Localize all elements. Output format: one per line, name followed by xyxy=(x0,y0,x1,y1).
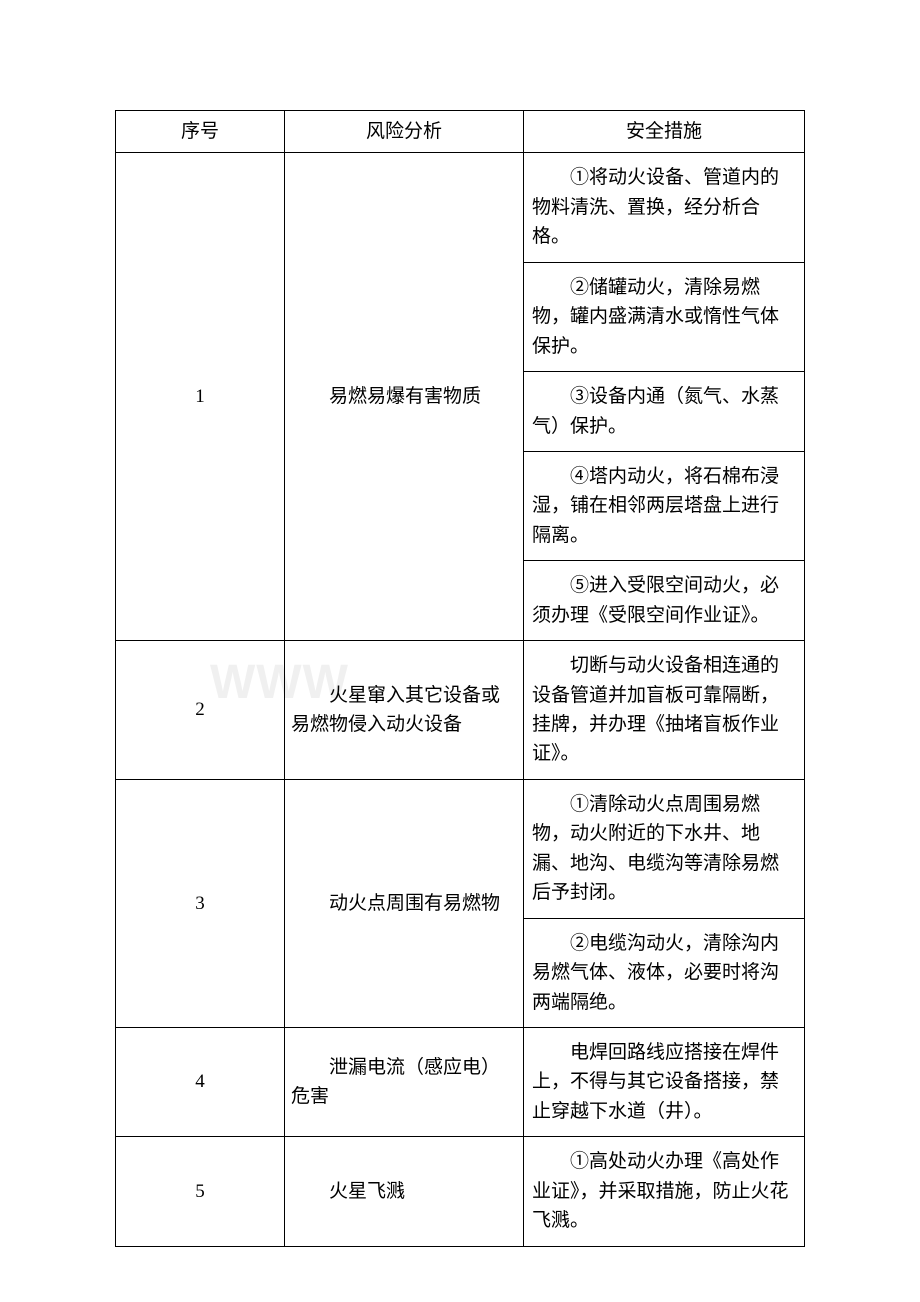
risk-text: 泄漏电流（感应电）危害 xyxy=(291,1053,517,1112)
table-row: 3 动火点周围有易燃物 ①清除动火点周围易燃物，动火附近的下水井、地漏、地沟、电… xyxy=(116,779,805,918)
risk-text: 易燃易爆有害物质 xyxy=(291,382,517,411)
measure-text: ④塔内动火，将石棉布浸湿，铺在相邻两层塔盘上进行隔离。 xyxy=(530,458,798,554)
page-container: WWW 序号 风险分析 安全措施 1 易燃易爆有害物质 ①将动火设备、管道内的物… xyxy=(0,0,920,1287)
risk-cell: 火星窜入其它设备或易燃物侵入动火设备 xyxy=(285,641,524,780)
measure-cell: ①高处动火办理《高处作业证》，并采取措施，防止火花飞溅。 xyxy=(524,1137,805,1246)
measure-text: ⑤进入受限空间动火，必须办理《受限空间作业证》。 xyxy=(530,567,798,634)
measure-text: ②储罐动火，清除易燃物，罐内盛满清水或惰性气体保护。 xyxy=(530,269,798,365)
table-header-row: 序号 风险分析 安全措施 xyxy=(116,111,805,153)
table-row: 2 火星窜入其它设备或易燃物侵入动火设备 切断与动火设备相连通的设备管道并加盲板… xyxy=(116,641,805,780)
risk-table: 序号 风险分析 安全措施 1 易燃易爆有害物质 ①将动火设备、管道内的物料清洗、… xyxy=(115,110,805,1247)
seq-cell: 5 xyxy=(116,1137,285,1246)
seq-cell: 1 xyxy=(116,153,285,641)
risk-cell: 火星飞溅 xyxy=(285,1137,524,1246)
risk-cell: 易燃易爆有害物质 xyxy=(285,153,524,641)
risk-text: 火星飞溅 xyxy=(291,1177,517,1206)
measure-text: ①清除动火点周围易燃物，动火附近的下水井、地漏、地沟、电缆沟等清除易燃后予封闭。 xyxy=(530,786,798,912)
measure-cell: ①清除动火点周围易燃物，动火附近的下水井、地漏、地沟、电缆沟等清除易燃后予封闭。 xyxy=(524,779,805,918)
measure-cell: 切断与动火设备相连通的设备管道并加盲板可靠隔断，挂牌，并办理《抽堵盲板作业证》。 xyxy=(524,641,805,780)
table-row: 1 易燃易爆有害物质 ①将动火设备、管道内的物料清洗、置换，经分析合格。 xyxy=(116,153,805,262)
measure-text: ②电缆沟动火，清除沟内易燃气体、液体，必要时将沟两端隔绝。 xyxy=(530,925,798,1021)
seq-cell: 2 xyxy=(116,641,285,780)
measure-text: ①将动火设备、管道内的物料清洗、置换，经分析合格。 xyxy=(530,159,798,255)
seq-cell: 3 xyxy=(116,779,285,1027)
measure-cell: ③设备内通（氮气、水蒸气）保护。 xyxy=(524,372,805,452)
measure-cell: ②储罐动火，清除易燃物，罐内盛满清水或惰性气体保护。 xyxy=(524,262,805,371)
measure-text: ①高处动火办理《高处作业证》，并采取措施，防止火花飞溅。 xyxy=(530,1143,798,1239)
measure-cell: ②电缆沟动火，清除沟内易燃气体、液体，必要时将沟两端隔绝。 xyxy=(524,918,805,1027)
risk-text: 火星窜入其它设备或易燃物侵入动火设备 xyxy=(291,681,517,740)
measure-cell: ①将动火设备、管道内的物料清洗、置换，经分析合格。 xyxy=(524,153,805,262)
risk-text: 动火点周围有易燃物 xyxy=(291,889,517,918)
header-measure: 安全措施 xyxy=(524,111,805,153)
seq-cell: 4 xyxy=(116,1027,285,1136)
risk-cell: 动火点周围有易燃物 xyxy=(285,779,524,1027)
measure-text: 切断与动火设备相连通的设备管道并加盲板可靠隔断，挂牌，并办理《抽堵盲板作业证》。 xyxy=(530,647,798,773)
header-risk: 风险分析 xyxy=(285,111,524,153)
measure-text: ③设备内通（氮气、水蒸气）保护。 xyxy=(530,378,798,445)
measure-cell: ④塔内动火，将石棉布浸湿，铺在相邻两层塔盘上进行隔离。 xyxy=(524,451,805,560)
risk-cell: 泄漏电流（感应电）危害 xyxy=(285,1027,524,1136)
measure-cell: ⑤进入受限空间动火，必须办理《受限空间作业证》。 xyxy=(524,561,805,641)
table-row: 5 火星飞溅 ①高处动火办理《高处作业证》，并采取措施，防止火花飞溅。 xyxy=(116,1137,805,1246)
table-row: 4 泄漏电流（感应电）危害 电焊回路线应搭接在焊件上，不得与其它设备搭接，禁止穿… xyxy=(116,1027,805,1136)
measure-text: 电焊回路线应搭接在焊件上，不得与其它设备搭接，禁止穿越下水道（井）。 xyxy=(530,1034,798,1130)
measure-cell: 电焊回路线应搭接在焊件上，不得与其它设备搭接，禁止穿越下水道（井）。 xyxy=(524,1027,805,1136)
header-seq: 序号 xyxy=(116,111,285,153)
